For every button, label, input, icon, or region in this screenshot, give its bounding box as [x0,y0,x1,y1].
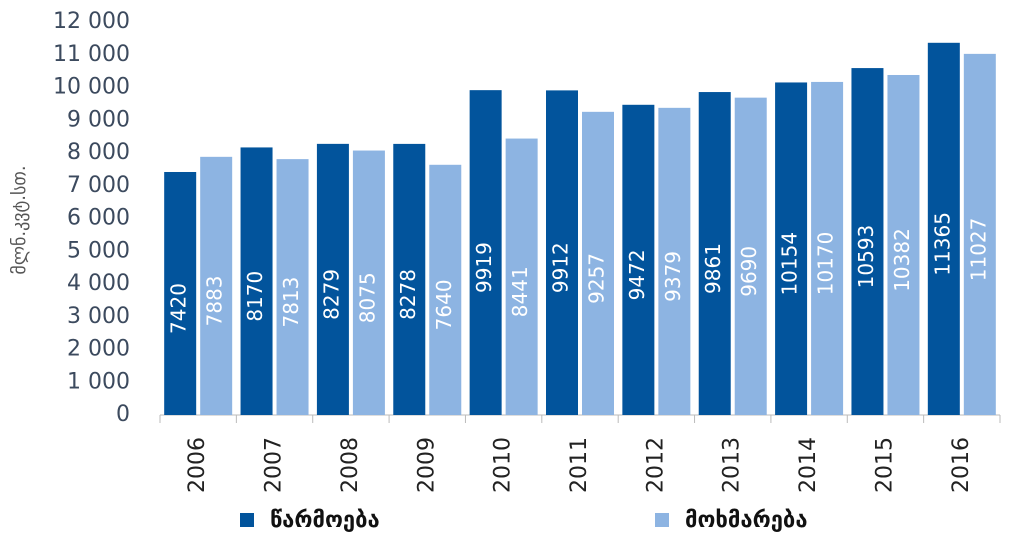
value-label: 9690 [737,246,761,297]
bar [775,82,808,416]
value-label: 8279 [319,269,343,320]
legend-label: მოხმარება [685,508,808,533]
bar [734,97,767,415]
value-label: 9919 [472,242,496,293]
value-label: 8075 [355,272,379,323]
bar [851,68,884,415]
value-label: 8441 [508,266,532,317]
bar [200,156,233,415]
bar [811,81,844,416]
legend-label: წარმოება [270,508,380,533]
y-tick-label: 5 000 [67,238,130,263]
value-label: 11027 [966,218,990,282]
y-tick-label: 4 000 [67,271,130,296]
value-label: 9379 [661,251,685,302]
value-label: 10154 [778,232,802,296]
value-label: 7420 [167,283,191,334]
value-label: 9257 [585,253,609,304]
y-tick-label: 0 [116,402,130,427]
value-label: 9912 [549,242,573,293]
legend-swatch [655,513,669,527]
bar [963,53,996,415]
y-tick-label: 9 000 [67,107,130,132]
bar [276,159,309,415]
y-tick-label: 6 000 [67,206,130,231]
value-label: 7813 [279,277,303,328]
y-tick-label: 11 000 [53,42,130,67]
value-label: 8170 [243,271,267,322]
value-label: 8278 [396,269,420,320]
x-tick-label: 2015 [872,437,897,493]
bar [316,143,349,416]
bar [658,107,691,415]
y-tick-label: 7 000 [67,173,130,198]
bar [582,111,614,415]
x-tick-label: 2013 [720,437,745,493]
bar [240,147,273,415]
y-tick-label: 10 000 [53,75,130,100]
value-label: 10382 [890,228,914,292]
y-tick-label: 1 000 [67,369,130,394]
value-label: 7640 [432,279,456,330]
value-label: 10170 [814,232,838,296]
value-label: 7883 [203,275,227,326]
bar [429,164,462,415]
x-tick-label: 2012 [643,437,668,493]
x-tick-label: 2014 [796,437,821,493]
bar [546,90,578,415]
x-tick-label: 2016 [949,437,974,493]
y-tick-label: 2 000 [67,337,130,362]
y-tick-label: 12 000 [53,9,130,34]
bar [393,143,426,415]
value-label: 11365 [930,212,954,276]
x-tick-label: 2006 [185,437,210,493]
value-label: 9472 [625,249,649,300]
bar [927,42,960,415]
legend-swatch [240,513,254,527]
y-tick-label: 3 000 [67,304,130,329]
y-axis-label: მლნ.კვტ.სთ. [9,165,30,274]
bar [887,74,920,415]
value-label: 10593 [854,225,878,289]
bar [469,90,502,416]
bar [352,150,385,415]
bar [164,171,197,415]
x-tick-label: 2007 [262,437,287,493]
y-tick-label: 8 000 [67,140,130,165]
x-tick-label: 2011 [567,437,592,493]
x-tick-label: 2008 [338,437,363,493]
bar [698,92,731,416]
x-tick-label: 2010 [491,437,516,493]
bar [505,138,538,415]
x-tick-label: 2009 [414,437,439,493]
bar [622,104,655,416]
value-label: 9861 [701,243,725,294]
